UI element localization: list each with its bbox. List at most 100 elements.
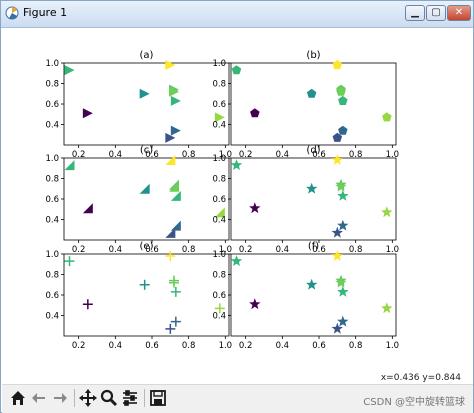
data-point [165,251,176,262]
data-point [169,181,179,192]
title-bar[interactable]: Figure 1 ▁ ▢ ✕ [1,1,473,28]
subplot-c[interactable]: (c) 0.2 0.4 0.6 0.8 1.0 0.4 0.6 0.8 1.0 [45,145,232,255]
x-tick-label: 1.0 [219,150,233,160]
data-point [306,88,317,98]
x-tick-label: 1.0 [219,245,233,255]
minimize-button[interactable]: ▁ [405,5,425,21]
x-tick-label: 0.8 [182,150,196,160]
x-tick-label: 0.6 [145,341,159,351]
y-tick-label: 0.6 [212,291,226,301]
data-point [337,189,349,201]
x-tick-label: 0.4 [276,150,290,160]
magnifier-icon [100,389,118,407]
subplot-a[interactable]: (a) 0.2 0.4 0.6 0.8 1.0 0.4 0.6 0.8 1.0 [45,50,232,160]
data-point [338,95,348,105]
y-tick-label: 1.0 [212,154,226,164]
data-point [331,250,343,261]
data-point [306,182,318,194]
figure-canvas[interactable]: (a) 0.2 0.4 0.6 0.8 1.0 0.4 0.6 0.8 1.0 (b) 0.2 0.4 0… [2,28,473,383]
data-point [382,112,392,122]
y-tick-label: 0.8 [45,271,59,281]
data-point [214,303,225,314]
toolbar-separator [144,389,145,407]
y-tick-label: 1.0 [212,250,226,260]
close-button[interactable]: ✕ [447,5,471,21]
configure-subplots-button[interactable] [120,388,140,408]
y-tick-label: 1.0 [45,250,59,260]
y-tick-label: 0.4 [212,312,226,322]
subplot-title: (c) [140,145,153,156]
x-tick-label: 0.6 [145,245,159,255]
data-point [169,86,179,97]
x-tick-label: 0.8 [349,245,363,255]
y-tick-label: 1.0 [212,59,226,69]
y-tick-label: 1.0 [45,59,59,69]
home-button[interactable] [8,388,28,408]
y-tick-label: 0.4 [45,312,59,322]
y-tick-label: 1.0 [45,154,59,164]
maximize-button[interactable]: ▢ [426,5,446,21]
arrow-right-icon [54,393,67,403]
axes-frame [230,253,397,337]
subplot-title: (a) [140,50,154,61]
subplot-title: (d) [306,145,320,156]
subplot-title: (f) [308,241,319,252]
data-point [64,256,75,267]
back-button[interactable] [29,388,49,408]
x-tick-label: 0.6 [312,341,326,351]
subplots-figure[interactable]: (a) 0.2 0.4 0.6 0.8 1.0 0.4 0.6 0.8 1.0 (b) 0.2 0.4 0… [2,28,473,383]
cursor-coordinates: x=0.436 y=0.844 [380,373,461,383]
data-point [335,276,347,288]
axes-frame [63,157,230,241]
data-point [214,207,225,218]
x-tick-label: 0.6 [312,245,326,255]
y-tick-label: 0.8 [212,271,226,281]
data-point [381,302,393,314]
data-point [249,202,261,214]
x-tick-label: 0.6 [312,150,326,160]
zoom-button[interactable] [99,388,119,408]
data-point [214,112,225,123]
window-title: Figure 1 [23,6,68,19]
x-tick-label: 1.0 [386,150,400,160]
y-tick-label: 0.4 [212,216,226,226]
data-point [306,278,318,290]
subplot-d[interactable]: (d) 0.2 0.4 0.6 0.8 1.0 0.4 0.6 0.8 1.0 [212,145,399,255]
sliders-icon [123,390,137,406]
y-tick-label: 0.6 [45,100,59,110]
matplotlib-app-icon [5,6,19,20]
x-tick-label: 0.4 [109,341,123,351]
x-tick-label: 0.8 [349,150,363,160]
y-tick-label: 0.8 [212,80,226,90]
pan-button[interactable] [78,388,98,408]
data-point [336,86,346,96]
save-button[interactable] [148,388,168,408]
axes-frame [63,62,230,146]
data-point [82,299,93,310]
x-tick-label: 1.0 [219,341,233,351]
subplot-f[interactable]: (f) 0.2 0.4 0.6 0.8 1.0 0.4 0.6 0.8 1.0 [212,241,399,351]
y-tick-label: 0.8 [212,175,226,185]
floppy-disk-icon [150,390,166,406]
data-point [230,159,243,170]
subplot-e[interactable]: (e) 0.2 0.4 0.6 0.8 1.0 0.4 0.6 0.8 1.0 [45,241,232,351]
data-point [139,183,150,194]
data-point [170,190,181,201]
data-point [231,65,242,75]
x-tick-label: 0.2 [239,341,253,351]
data-point [64,65,75,76]
subplot-b[interactable]: (b) 0.2 0.4 0.6 0.8 1.0 0.4 0.6 0.8 1.0 [212,50,399,160]
minimize-icon: ▁ [411,7,419,18]
y-tick-label: 0.8 [45,175,59,185]
axes-frame [230,157,397,241]
forward-button[interactable] [50,388,70,408]
data-point [165,132,176,143]
x-tick-label: 0.4 [276,341,290,351]
x-tick-label: 0.4 [109,150,123,160]
y-tick-label: 0.6 [212,100,226,110]
x-tick-label: 1.0 [386,245,400,255]
data-point [170,316,181,327]
data-point [82,108,93,119]
data-point [139,88,150,99]
axes-frame [230,62,397,146]
